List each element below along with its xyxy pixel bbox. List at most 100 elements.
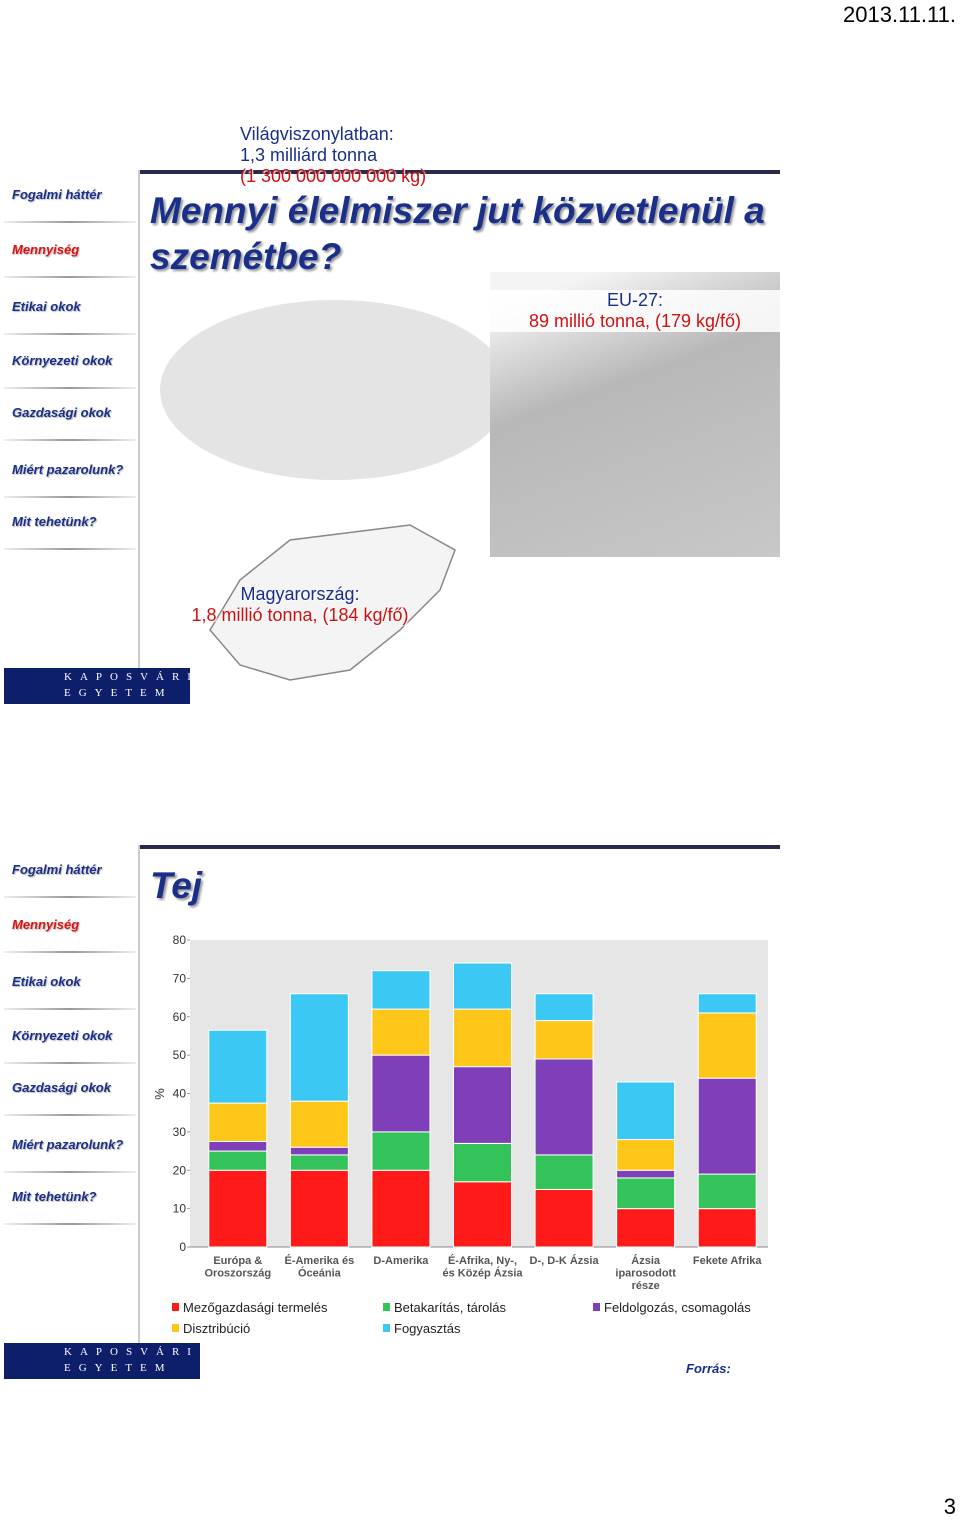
y-tick-label: 0 <box>179 1240 186 1254</box>
bar-segment <box>371 1008 431 1056</box>
sidebar-separator <box>4 496 136 498</box>
y-tick-label: 20 <box>173 1163 187 1177</box>
bar-segment <box>208 1029 268 1104</box>
bar-segment <box>534 993 594 1022</box>
y-tick-label: 80 <box>173 933 187 947</box>
source: Forrás: <box>686 1361 731 1376</box>
sidebar-separator <box>4 333 136 335</box>
sidebar-separator <box>4 896 136 898</box>
logo: KAPOSVÁRI EGYETEM <box>4 1343 200 1379</box>
top-rule <box>140 845 780 849</box>
bar-segment <box>371 970 431 1010</box>
box-line: EU-27: <box>606 290 664 310</box>
sidebar-item: Mennyiség <box>12 917 80 932</box>
bar-segment <box>534 1188 594 1248</box>
logo-line: EGYETEM <box>64 687 173 699</box>
sidebar-item: Etikai okok <box>12 974 81 989</box>
x-tick-label: és Közép Ázsia <box>442 1267 523 1280</box>
hungary-map <box>209 524 456 681</box>
sidebar-separator <box>4 221 136 223</box>
bar-segment <box>534 1020 594 1060</box>
logo-line: KAPOSVÁRI <box>64 1346 199 1358</box>
slide-title: Mennyi élelmiszer jut közvetlenül a szem… <box>150 190 765 277</box>
sidebar-separator <box>4 1223 136 1225</box>
logo: KAPOSVÁRI EGYETEM <box>4 668 191 704</box>
y-tick-label: 50 <box>173 1048 187 1062</box>
box-line: 89 millió tonna, (179 kg/fő) <box>528 311 742 331</box>
sidebar-rule <box>138 170 140 670</box>
x-tick-label: D-, D-K Ázsia <box>530 1254 600 1267</box>
sidebar-item: Környezeti okok <box>12 353 113 368</box>
x-tick-label: É-Afrika, Ny-, <box>448 1254 517 1267</box>
sidebar-separator <box>4 1062 136 1064</box>
sidebar-item: Fogalmi háttér <box>12 187 102 202</box>
bar-segment <box>697 1173 757 1210</box>
bar-segment <box>371 1169 431 1248</box>
bar-segment <box>208 1150 268 1171</box>
x-tick-label: Ázsia <box>631 1254 661 1267</box>
sidebar-item: Miért pazarolunk? <box>12 462 124 477</box>
legend-label: Feldolgozás, csomagolás <box>604 1300 751 1315</box>
y-label: % <box>152 1088 167 1100</box>
sidebar-item: Etikai okok <box>12 299 81 314</box>
sidebar-separator <box>4 387 136 389</box>
world-map <box>160 300 510 480</box>
legend-swatch <box>172 1303 179 1311</box>
sidebar-item: Gazdasági okok <box>12 1080 111 1095</box>
x-tick-label: iparosodott <box>615 1268 676 1280</box>
legend-label: Betakarítás, tárolás <box>394 1300 506 1315</box>
bar-segment <box>453 1066 512 1144</box>
bar-segment <box>616 1208 676 1248</box>
logo-line: EGYETEM <box>64 1362 173 1374</box>
bar-segment <box>534 1154 594 1190</box>
logo-line: KAPOSVÁRI <box>64 671 199 683</box>
legend-label: Fogyasztás <box>394 1321 461 1336</box>
sidebar-item: Fogalmi háttér <box>12 862 102 877</box>
x-tick-label: Oroszország <box>204 1268 271 1280</box>
bar-segment <box>208 1102 268 1142</box>
date: 2013.11.11. <box>843 2 956 27</box>
bar-segment <box>371 1131 431 1171</box>
sidebar-item: Miért pazarolunk? <box>12 1137 124 1152</box>
x-tick-label: Európa & <box>213 1255 262 1267</box>
bar-segment <box>208 1140 268 1152</box>
bar-segment <box>616 1139 676 1171</box>
bar-segment <box>453 1181 512 1248</box>
bar-segment <box>453 1008 512 1068</box>
sidebar-item: Mennyiség <box>12 242 80 257</box>
legend-swatch <box>172 1324 179 1332</box>
legend-swatch <box>383 1303 390 1311</box>
bar-segment <box>289 1100 349 1148</box>
sidebar-rule <box>138 845 140 1345</box>
bar-segment <box>697 1012 757 1079</box>
y-tick-label: 30 <box>173 1125 187 1139</box>
bar-segment <box>534 1058 594 1156</box>
sidebar-separator <box>4 1114 136 1116</box>
x-tick-label: része <box>632 1280 660 1292</box>
sidebar-separator <box>4 951 136 953</box>
legend-label: Mezőgazdasági termelés <box>183 1300 328 1315</box>
hungary-box: Magyarország: 1,8 millió tonna, (184 kg/f… <box>170 584 430 626</box>
sidebar-separator <box>4 276 136 278</box>
bar-segment <box>371 1054 431 1133</box>
sidebar-separator <box>4 1008 136 1010</box>
bar-segment <box>616 1081 676 1141</box>
bar-segment <box>289 1146 349 1156</box>
bar-segment <box>289 1154 349 1171</box>
sidebar-item: Mit tehetünk? <box>12 514 97 529</box>
x-tick-label: É-Amerika és <box>284 1254 354 1267</box>
legend-label: Disztribúció <box>183 1321 250 1336</box>
box-line: 1,8 millió tonna, (184 kg/fő) <box>191 605 409 625</box>
y-tick-label: 10 <box>173 1202 187 1216</box>
box-line: Magyarország: <box>240 584 360 604</box>
top-rule <box>140 170 780 174</box>
bar-segment <box>616 1169 676 1179</box>
sidebar-item: Gazdasági okok <box>12 405 111 420</box>
y-tick-label: 70 <box>173 971 187 985</box>
bar-segment <box>453 962 512 1010</box>
legend-swatch <box>593 1303 600 1311</box>
y-tick-label: 60 <box>173 1010 187 1024</box>
eu-box: EU-27: 89 millió tonna, (179 kg/fő) <box>490 290 780 332</box>
